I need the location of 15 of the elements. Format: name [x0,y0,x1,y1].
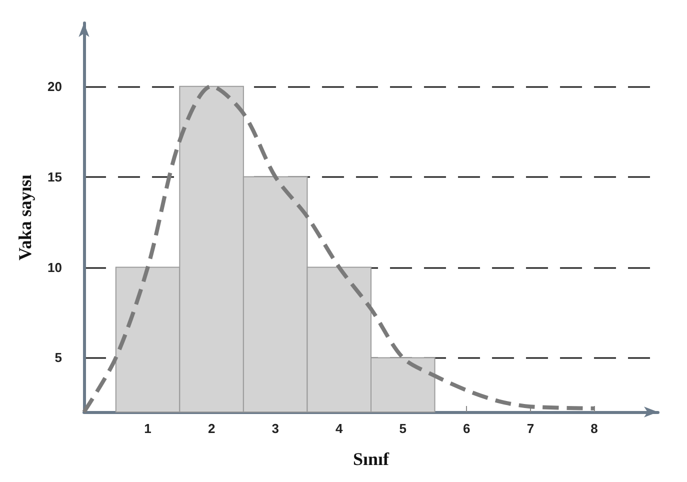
y-tick-label: 5 [54,350,62,366]
x-tick-label: 7 [526,421,534,436]
line-series [82,84,596,414]
y-axis-title: Vaka sayısı [15,174,35,260]
x-tick-label: 6 [463,421,470,436]
y-tick-label: 20 [48,78,62,94]
x-tick-label: 3 [272,421,279,436]
y-tick-label: 15 [48,169,62,184]
y-tick-label: 10 [48,260,62,275]
x-tick-label: 5 [399,421,407,436]
x-tick-label: 1 [144,421,152,436]
x-tick-label: 4 [335,421,344,436]
x-axis-title: Sınıf [352,449,390,469]
x-tick-label: 2 [208,421,216,436]
x-tick-label: 8 [590,421,598,436]
